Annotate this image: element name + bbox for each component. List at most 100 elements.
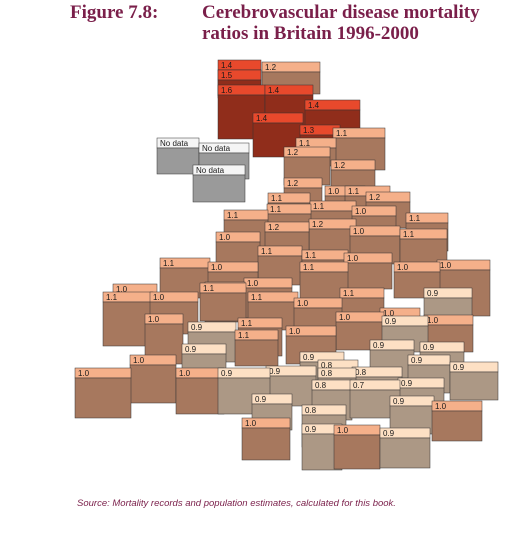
cell-label: 1.0 [116,285,128,294]
cell-label: 1.2 [312,220,324,229]
cell-label: 0.9 [269,367,281,376]
cell-front-face [379,437,431,469]
cell-label: 1.0 [219,233,231,242]
cell-label: 1.3 [303,126,315,135]
cell-label: 0.8 [355,368,367,377]
cell-label: 1.0 [328,187,340,196]
cell-label: 1.0 [247,279,259,288]
cell-label: 0.9 [401,379,413,388]
cell-label: 1.2 [265,63,277,72]
cell-label: 1.0 [78,369,90,378]
cell-label: 0.9 [373,341,385,350]
cell-label: 1.1 [313,202,325,211]
cell-label: 1.0 [383,309,395,318]
cell-label: 0.7 [353,381,365,390]
cell-label: 0.8 [321,369,333,378]
cell-label: 1.1 [238,331,250,340]
cell-label: 1.0 [133,356,145,365]
cell-label: 1.0 [211,263,223,272]
cell-label: 0.9 [393,397,405,406]
cell-label: 1.2 [287,179,299,188]
cell-label: 1.4 [308,101,320,110]
cell-label: 0.8 [321,361,333,370]
cell-label: 1.1 [299,139,311,148]
cell-label: 1.0 [297,299,309,308]
cell-label: 1.1 [227,211,239,220]
cell-front-face [333,434,381,470]
map-cell: 1.0 [431,400,483,442]
cell-label: 0.9 [385,317,397,326]
cell-label: 1.4 [256,114,268,123]
cell-label: 0.9 [303,353,315,362]
cell-label: No data [196,166,225,175]
map-cell: No data [192,164,246,203]
cell-front-face [129,364,177,404]
cell-label: 1.2 [287,148,299,157]
cell-label: 0.8 [315,381,327,390]
cell-label: 1.1 [305,251,317,260]
cell-label: 0.8 [305,406,317,415]
cell-label: 1.1 [203,284,215,293]
map-cell: 1.0 [241,417,291,461]
cell-label: 1.5 [221,71,233,80]
figure-number: Figure 7.8: [70,2,159,23]
cell-label: 0.9 [411,356,423,365]
cell-label: 1.0 [397,263,409,272]
cell-label: 1.0 [289,327,301,336]
cell-label: 0.9 [453,363,465,372]
cell-label: No data [160,139,189,148]
map-cell: 1.0 [293,297,343,336]
cell-label: 1.2 [268,223,280,232]
cell-label: 1.1 [163,259,175,268]
cell-label: 1.1 [271,194,283,203]
cell-front-face [241,427,291,461]
cell-label: 1.0 [179,369,191,378]
cell-front-face [175,377,225,415]
map-cell: 0.9 [379,427,431,469]
cell-label: 1.1 [336,129,348,138]
map-cell: 1.0 [129,354,177,404]
cell-label: No data [202,144,231,153]
cell-label: 0.9 [191,323,203,332]
cell-front-face [234,339,279,367]
cell-label: 1.0 [355,207,367,216]
cell-label: 1.1 [241,319,253,328]
cell-label: 1.1 [348,187,360,196]
cell-label: 0.9 [185,345,197,354]
cell-front-face [343,262,393,290]
cell-front-face [102,301,154,347]
map-cell: 0.9 [449,361,499,401]
cell-label: 0.9 [423,343,435,352]
cell-label: 1.0 [339,313,351,322]
cell-label: 1.1 [106,293,118,302]
map-cell: 1.0 [175,367,225,415]
cell-label: 1.1 [409,214,421,223]
cell-label: 0.9 [255,395,267,404]
map-cell: 1.0 [343,252,393,290]
map-cell: No data [156,137,200,175]
cell-front-face [156,147,200,175]
cell-front-face [74,377,132,419]
cell-label: 1.0 [427,316,439,325]
cell-label: 1.0 [148,315,160,324]
cell-label: 1.4 [268,86,280,95]
cell-front-face [192,174,246,203]
map-cell: 1.1 [102,291,154,347]
source-note: Source: Mortality records and population… [77,498,396,509]
map-cell: 1.0 [74,367,132,419]
cell-label: 1.0 [347,254,359,263]
cell-label: 1.6 [221,86,233,95]
cell-front-face [199,292,247,322]
cell-label: 1.4 [221,61,233,70]
cell-label: 1.0 [245,419,257,428]
map-cell: 1.0 [333,424,381,470]
cell-label: 1.1 [343,289,355,298]
cell-label: 1.2 [334,161,346,170]
cell-label: 1.1 [251,293,263,302]
cell-label: 1.1 [261,247,273,256]
cell-label: 1.0 [440,261,452,270]
cell-label: 1.2 [369,193,381,202]
cell-label: 1.1 [303,263,315,272]
cell-label: 0.9 [221,369,233,378]
